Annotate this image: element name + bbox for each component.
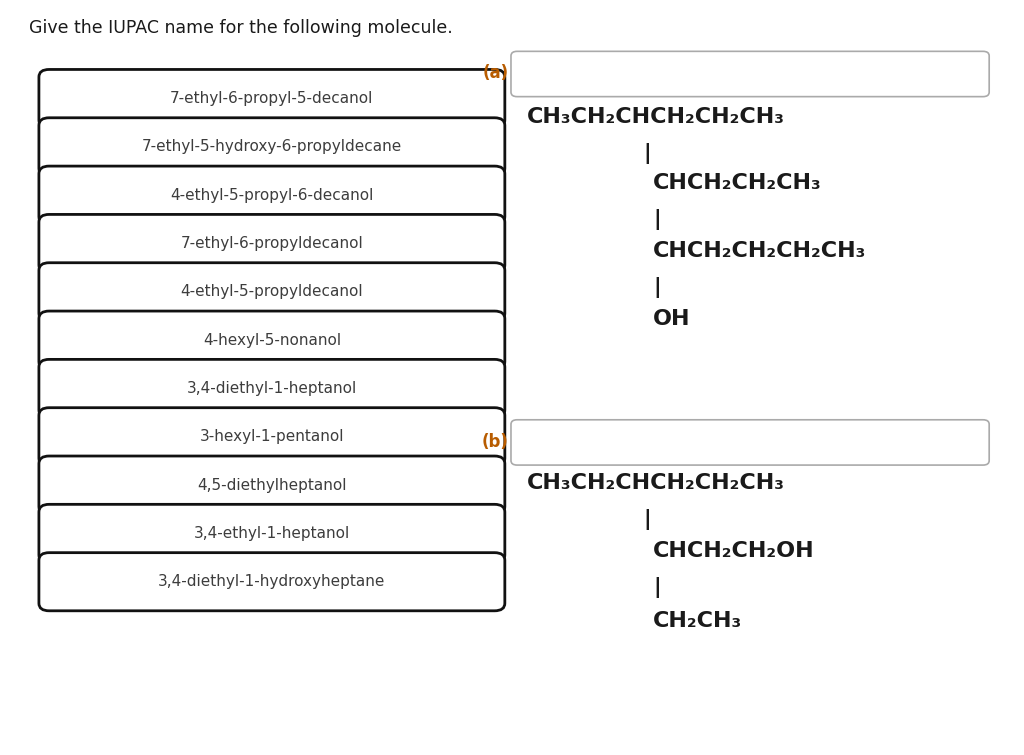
FancyBboxPatch shape xyxy=(511,51,989,97)
FancyBboxPatch shape xyxy=(39,166,505,224)
Text: CH₂CH₃: CH₂CH₃ xyxy=(653,611,742,630)
FancyBboxPatch shape xyxy=(39,504,505,562)
FancyBboxPatch shape xyxy=(39,214,505,273)
Text: Give the IUPAC name for the following molecule.: Give the IUPAC name for the following mo… xyxy=(29,19,453,37)
Text: (b): (b) xyxy=(482,433,509,451)
Text: 3,4-ethyl-1-heptanol: 3,4-ethyl-1-heptanol xyxy=(194,526,350,541)
FancyBboxPatch shape xyxy=(39,69,505,128)
Text: CHCH₂CH₂CH₃: CHCH₂CH₂CH₃ xyxy=(653,174,822,193)
Text: CH₃CH₂CHCH₂CH₂CH₃: CH₃CH₂CHCH₂CH₂CH₃ xyxy=(527,473,785,493)
Text: (a): (a) xyxy=(482,64,509,82)
Text: CH₃CH₂CHCH₂CH₂CH₃: CH₃CH₂CHCH₂CH₂CH₃ xyxy=(527,107,785,127)
Text: 7-ethyl-6-propyldecanol: 7-ethyl-6-propyldecanol xyxy=(180,236,364,251)
Text: |: | xyxy=(653,577,660,598)
FancyBboxPatch shape xyxy=(39,118,505,176)
Text: 4,5-diethylheptanol: 4,5-diethylheptanol xyxy=(198,478,346,492)
Text: |: | xyxy=(653,277,660,298)
Text: |: | xyxy=(643,509,650,530)
Text: 3,4-diethyl-1-hydroxyheptane: 3,4-diethyl-1-hydroxyheptane xyxy=(158,575,386,589)
Text: 7-ethyl-5-hydroxy-6-propyldecane: 7-ethyl-5-hydroxy-6-propyldecane xyxy=(141,140,402,154)
FancyBboxPatch shape xyxy=(39,263,505,321)
FancyBboxPatch shape xyxy=(39,553,505,611)
Text: |: | xyxy=(653,209,660,230)
FancyBboxPatch shape xyxy=(39,359,505,418)
Text: CHCH₂CH₂CH₂CH₃: CHCH₂CH₂CH₂CH₃ xyxy=(653,242,866,261)
Text: CHCH₂CH₂OH: CHCH₂CH₂OH xyxy=(653,541,815,561)
Text: 3-hexyl-1-pentanol: 3-hexyl-1-pentanol xyxy=(200,430,344,444)
Text: 7-ethyl-6-propyl-5-decanol: 7-ethyl-6-propyl-5-decanol xyxy=(170,91,374,106)
Text: |: | xyxy=(643,143,650,164)
FancyBboxPatch shape xyxy=(39,408,505,466)
FancyBboxPatch shape xyxy=(39,311,505,369)
Text: 4-ethyl-5-propyldecanol: 4-ethyl-5-propyldecanol xyxy=(180,285,364,299)
Text: 3,4-diethyl-1-heptanol: 3,4-diethyl-1-heptanol xyxy=(186,381,357,396)
Text: 4-hexyl-5-nonanol: 4-hexyl-5-nonanol xyxy=(203,333,341,347)
Text: 4-ethyl-5-propyl-6-decanol: 4-ethyl-5-propyl-6-decanol xyxy=(170,188,374,202)
FancyBboxPatch shape xyxy=(39,456,505,514)
Text: OH: OH xyxy=(653,310,691,329)
FancyBboxPatch shape xyxy=(511,420,989,465)
